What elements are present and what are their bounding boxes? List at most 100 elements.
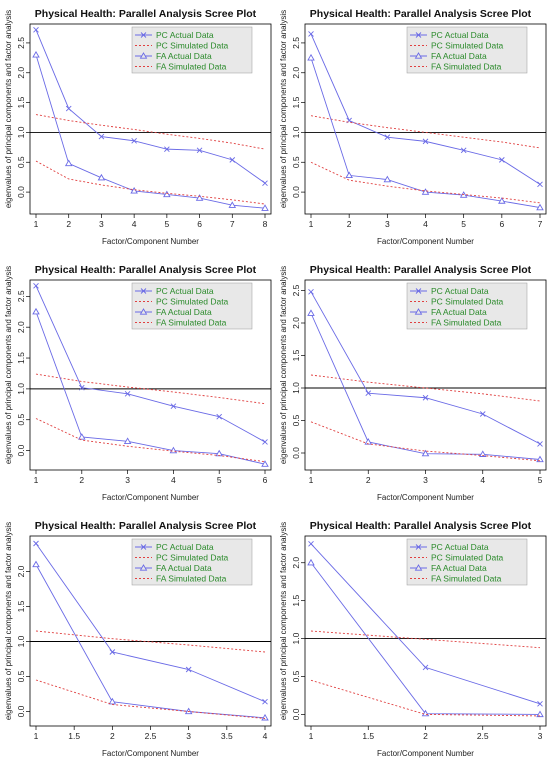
simulated-series-line — [310, 630, 541, 649]
legend-triangle-mark — [414, 564, 423, 571]
y-tick-label: 1.0 — [16, 383, 26, 395]
x-tick-label: 1.5 — [362, 731, 374, 741]
x-mark-stroke — [164, 146, 170, 152]
x-mark-stroke — [33, 283, 39, 289]
y-tick-label: 0.5 — [291, 414, 301, 426]
y-tick-label: 1.0 — [16, 126, 26, 138]
x-axis-label: Factor/Component Number — [102, 493, 199, 502]
legend-entry: PC Simulated Data — [431, 553, 504, 563]
x-mark — [537, 700, 543, 707]
legend-entry: FA Simulated Data — [431, 62, 502, 72]
y-tick-label: 0.0 — [16, 186, 26, 198]
x-mark-stroke — [499, 157, 505, 163]
x-mark — [537, 441, 543, 447]
x-tick-label: 1 — [34, 475, 39, 485]
triangle-mark — [478, 450, 487, 457]
x-mark-stroke — [98, 133, 105, 140]
x-mark — [479, 411, 486, 417]
triangle-mark — [163, 190, 171, 198]
legend-x-mark — [140, 544, 147, 550]
x-mark — [131, 137, 137, 144]
x-mark — [185, 666, 192, 673]
legend-triangle-mark — [414, 308, 423, 315]
x-mark — [384, 134, 391, 141]
y-axis-label: eigenvalues of principal components and … — [4, 522, 13, 720]
x-tick-label: 3 — [538, 731, 543, 741]
scree-plot-panel: Physical Health: Parallel Analysis Scree… — [4, 264, 272, 502]
y-axis-label: eigenvalues of principal components and … — [4, 266, 13, 464]
x-mark — [33, 540, 39, 547]
y-tick-label: 2.0 — [291, 557, 301, 569]
simulated-series-line — [310, 374, 541, 402]
triangle-mark — [345, 171, 353, 179]
triangle-mark — [261, 204, 269, 211]
y-tick-label: 0.0 — [291, 708, 301, 720]
x-mark — [537, 181, 543, 188]
triangle-mark — [421, 188, 430, 195]
actual-series-line — [35, 285, 266, 443]
y-tick-label: 1.5 — [16, 600, 26, 612]
actual-series-line — [35, 54, 266, 209]
x-mark-stroke — [124, 390, 131, 397]
x-mark — [460, 147, 467, 154]
chart-title: Physical Health: Parallel Analysis Scree… — [310, 8, 532, 20]
y-tick-label: 1.5 — [291, 96, 301, 108]
x-mark-stroke — [384, 134, 391, 141]
triangle-mark — [130, 187, 138, 194]
y-tick-label: 1.0 — [16, 635, 26, 647]
x-mark-stroke — [537, 700, 543, 707]
x-mark-stroke — [422, 394, 429, 401]
x-tick-label: 1 — [34, 731, 39, 741]
legend-entry: FA Actual Data — [431, 51, 487, 61]
x-tick-label: 6 — [197, 219, 202, 229]
x-tick-label: 4 — [263, 731, 268, 741]
y-axis-label: eigenvalues of principal components and … — [279, 522, 288, 720]
scree-plot-panel: Physical Health: Parallel Analysis Scree… — [4, 520, 272, 758]
x-mark — [216, 413, 223, 420]
x-mark — [308, 540, 314, 547]
triangle-mark — [195, 194, 204, 201]
x-mark — [98, 133, 105, 140]
legend-x-mark — [415, 32, 422, 38]
simulated-series-line — [310, 115, 541, 149]
y-axis-label: eigenvalues of principal components and … — [279, 266, 288, 464]
legend-entry: FA Actual Data — [431, 307, 487, 317]
legend-x-mark — [415, 544, 422, 550]
plot-frame — [29, 279, 272, 471]
x-mark — [109, 649, 116, 655]
legend-triangle-mark — [414, 52, 423, 59]
legend-triangle-mark — [139, 52, 148, 59]
x-tick-label: 5 — [461, 219, 466, 229]
simulated-series-line — [35, 160, 266, 205]
x-mark — [262, 180, 268, 186]
triangle-mark — [123, 437, 132, 444]
x-mark-stroke — [262, 698, 268, 705]
legend-entry: FA Actual Data — [156, 307, 212, 317]
x-axis-label: Factor/Component Number — [377, 749, 474, 758]
x-tick-label: 3 — [385, 219, 390, 229]
y-tick-label: 0.5 — [16, 414, 26, 426]
x-tick-label: 2 — [423, 731, 428, 741]
triangle-mark — [32, 307, 40, 315]
x-tick-label: 2 — [79, 475, 84, 485]
x-tick-label: 7 — [538, 219, 543, 229]
actual-series-line — [310, 313, 541, 460]
x-mark — [365, 390, 372, 397]
x-tick-label: 1 — [309, 475, 314, 485]
legend-entry: PC Simulated Data — [431, 297, 504, 307]
simulated-series-line — [35, 114, 266, 150]
y-tick-label: 2.5 — [291, 284, 301, 296]
x-mark-stroke — [422, 664, 429, 671]
y-tick-label: 1.5 — [16, 352, 26, 364]
x-tick-label: 2 — [66, 219, 71, 229]
x-mark-stroke — [131, 137, 137, 144]
y-tick-label: 2.5 — [16, 37, 26, 49]
x-mark — [422, 138, 429, 145]
scree-plot-panel: Physical Health: Parallel Analysis Scree… — [4, 8, 272, 246]
legend-x-mark — [140, 32, 147, 38]
x-tick-label: 7 — [230, 219, 235, 229]
x-tick-label: 2.5 — [477, 731, 489, 741]
y-tick-label: 0.5 — [16, 156, 26, 168]
y-tick-label: 2.0 — [291, 67, 301, 79]
